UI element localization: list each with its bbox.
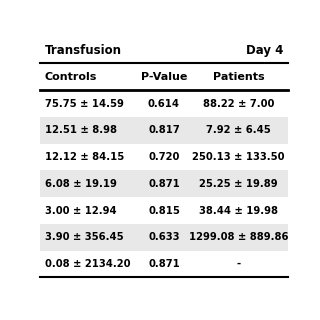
Text: 12.51 ± 8.98: 12.51 ± 8.98: [45, 125, 117, 135]
Bar: [40, 117, 288, 144]
Text: 7.92 ± 6.45: 7.92 ± 6.45: [206, 125, 271, 135]
Bar: [40, 63, 288, 90]
Text: P-Value: P-Value: [141, 72, 187, 82]
Text: Day 4: Day 4: [246, 44, 283, 57]
Text: 0.817: 0.817: [148, 125, 180, 135]
Text: 250.13 ± 133.50: 250.13 ± 133.50: [192, 152, 285, 162]
Text: Controls: Controls: [45, 72, 97, 82]
Text: -: -: [236, 259, 240, 269]
Bar: [40, 170, 288, 197]
Text: 3.00 ± 12.94: 3.00 ± 12.94: [45, 205, 116, 216]
Text: 0.720: 0.720: [148, 152, 180, 162]
Text: 0.871: 0.871: [148, 179, 180, 189]
Text: 1299.08 ± 889.86: 1299.08 ± 889.86: [189, 232, 288, 242]
Bar: [40, 197, 288, 224]
Text: Patients: Patients: [212, 72, 264, 82]
Bar: [40, 38, 288, 63]
Text: 12.12 ± 84.15: 12.12 ± 84.15: [45, 152, 124, 162]
Text: 25.25 ± 19.89: 25.25 ± 19.89: [199, 179, 278, 189]
Text: 38.44 ± 19.98: 38.44 ± 19.98: [199, 205, 278, 216]
Text: 0.815: 0.815: [148, 205, 180, 216]
Text: 0.08 ± 2134.20: 0.08 ± 2134.20: [45, 259, 131, 269]
Bar: [40, 144, 288, 170]
Bar: [40, 90, 288, 117]
Bar: [40, 224, 288, 251]
Bar: [40, 251, 288, 277]
Text: 88.22 ± 7.00: 88.22 ± 7.00: [203, 99, 274, 108]
Text: 3.90 ± 356.45: 3.90 ± 356.45: [45, 232, 124, 242]
Text: 75.75 ± 14.59: 75.75 ± 14.59: [45, 99, 124, 108]
Text: 0.633: 0.633: [148, 232, 180, 242]
Text: 0.614: 0.614: [148, 99, 180, 108]
Text: 6.08 ± 19.19: 6.08 ± 19.19: [45, 179, 117, 189]
Text: Transfusion: Transfusion: [45, 44, 122, 57]
Text: 0.871: 0.871: [148, 259, 180, 269]
